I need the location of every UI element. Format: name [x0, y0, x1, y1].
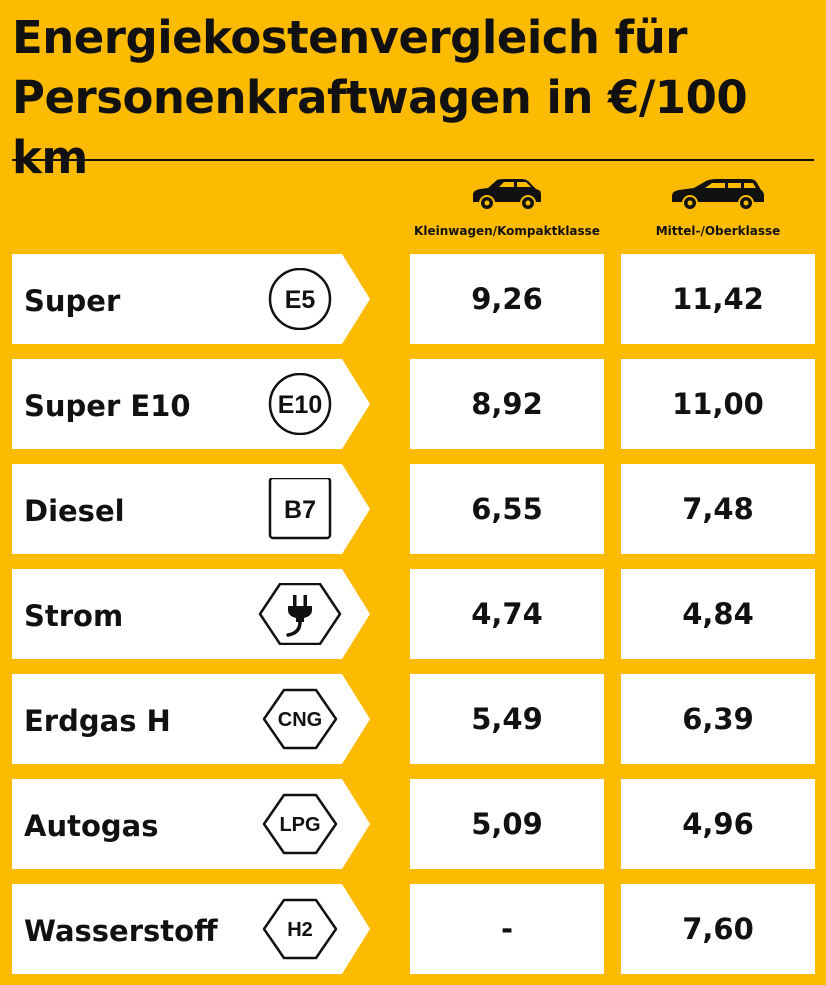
fuel-badge-icon: H2 — [258, 898, 342, 960]
column-label: Kleinwagen/Kompaktklasse — [414, 224, 600, 238]
value-small-car: 6,55 — [410, 464, 604, 554]
column-label: Mittel-/Oberklasse — [655, 224, 781, 238]
value-small-car: 4,74 — [410, 569, 604, 659]
value-large-car: 11,00 — [621, 359, 815, 449]
table-row: Wasserstoff H2 -7,60 — [0, 884, 826, 974]
table-row: Super E5 9,26 11,42 — [0, 254, 826, 344]
value-large-car: 7,48 — [621, 464, 815, 554]
small-car-icon — [410, 178, 604, 212]
value-large-car: 11,42 — [621, 254, 815, 344]
column-header-large-cars: Mittel-/Oberklasse — [621, 178, 815, 238]
title-divider — [12, 159, 814, 161]
badge-text: H2 — [287, 919, 313, 941]
fuel-name: Erdgas H — [24, 704, 171, 738]
title-line-1: Energiekostenvergleich für — [12, 11, 687, 64]
badge-text: B7 — [284, 496, 316, 524]
fuel-name: Wasserstoff — [24, 914, 218, 948]
value-small-car: - — [410, 884, 604, 974]
fuel-label-box: Wasserstoff H2 — [12, 884, 370, 974]
table-row: Autogas LPG 5,09 4,96 — [0, 779, 826, 869]
fuel-label-box: Super E5 — [12, 254, 370, 344]
estate-car-icon — [621, 178, 815, 212]
electric-plug-icon — [258, 583, 342, 645]
title-line-2: Personenkraftwagen in €/100 km — [12, 71, 748, 184]
fuel-name: Diesel — [24, 494, 125, 528]
fuel-badge-icon: B7 — [258, 478, 342, 540]
fuel-badge-icon: CNG — [258, 688, 342, 750]
fuel-label-box: Diesel B7 — [12, 464, 370, 554]
chart-title: Energiekostenvergleich für Personenkraft… — [12, 8, 817, 188]
fuel-badge-icon: LPG — [258, 793, 342, 855]
fuel-name: Autogas — [24, 809, 159, 843]
table-row: Super E10 E10 8,92 11,00 — [0, 359, 826, 449]
badge-text: E10 — [278, 391, 322, 419]
value-small-car: 9,26 — [410, 254, 604, 344]
fuel-label-box: Super E10 E10 — [12, 359, 370, 449]
value-large-car: 4,84 — [621, 569, 815, 659]
value-small-car: 5,49 — [410, 674, 604, 764]
table-row: Diesel B7 6,55 7,48 — [0, 464, 826, 554]
fuel-badge-icon: E10 — [258, 373, 342, 435]
badge-text: LPG — [279, 814, 320, 836]
value-large-car: 4,96 — [621, 779, 815, 869]
fuel-name: Strom — [24, 599, 124, 633]
badge-text: E5 — [285, 286, 316, 314]
value-small-car: 8,92 — [410, 359, 604, 449]
fuel-label-box: Strom — [12, 569, 370, 659]
table-row: Erdgas H CNG 5,49 6,39 — [0, 674, 826, 764]
column-header-small-cars: Kleinwagen/Kompaktklasse — [410, 178, 604, 238]
value-small-car: 5,09 — [410, 779, 604, 869]
fuel-label-box: Autogas LPG — [12, 779, 370, 869]
badge-text: CNG — [278, 709, 322, 731]
fuel-name: Super E10 — [24, 389, 191, 423]
fuel-label-box: Erdgas H CNG — [12, 674, 370, 764]
fuel-name: Super — [24, 284, 121, 318]
value-large-car: 6,39 — [621, 674, 815, 764]
value-large-car: 7,60 — [621, 884, 815, 974]
table-row: Strom 4,74 4,84 — [0, 569, 826, 659]
fuel-badge-icon: E5 — [258, 268, 342, 330]
